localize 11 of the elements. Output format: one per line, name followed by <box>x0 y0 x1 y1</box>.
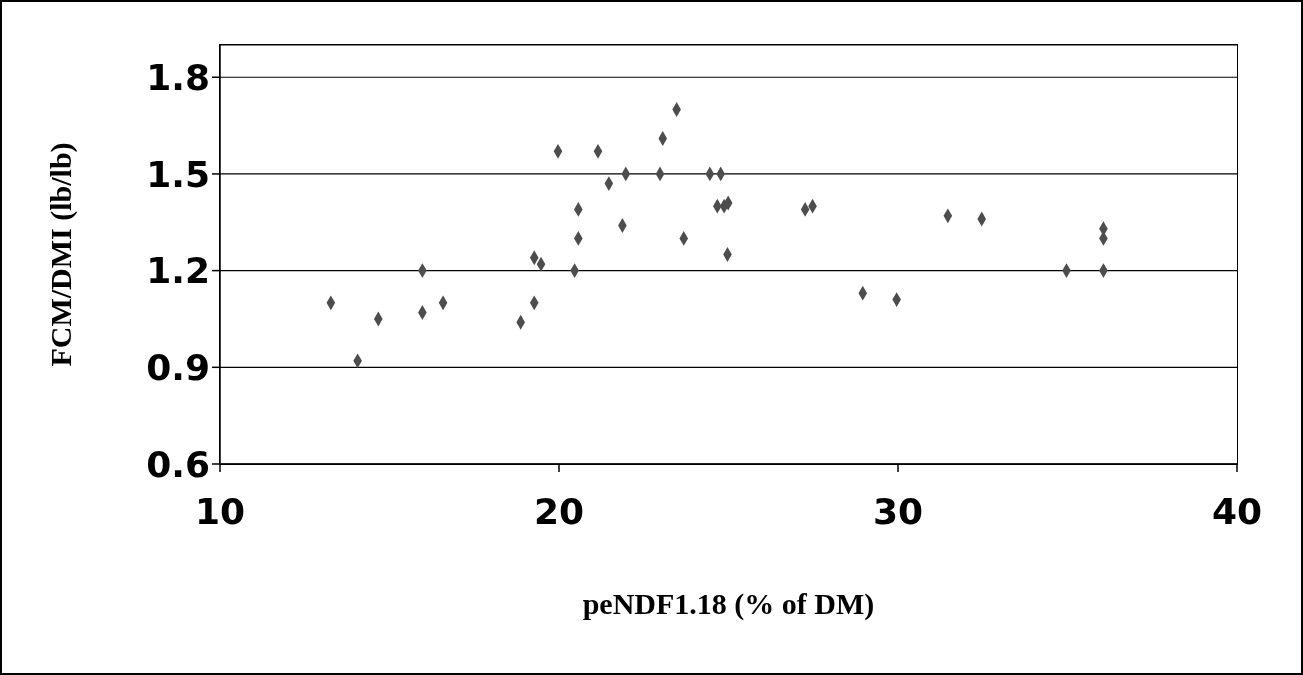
y-tick-label: 1.2 <box>146 250 210 292</box>
y-axis-title: FCM/DMI (lb/lb) <box>43 142 78 367</box>
y-tick-label: 0.6 <box>146 443 210 485</box>
x-tick-label: 20 <box>533 490 585 532</box>
x-tick-label: 40 <box>1211 490 1263 532</box>
x-tick-label: 30 <box>872 490 924 532</box>
x-tick-label: 10 <box>194 490 246 532</box>
x-axis-title: peNDF1.18 (% of DM) <box>582 587 875 621</box>
y-tick-label: 1.5 <box>146 153 210 195</box>
y-tick-label: 0.9 <box>146 347 210 389</box>
y-tick-label: 1.8 <box>146 57 210 99</box>
